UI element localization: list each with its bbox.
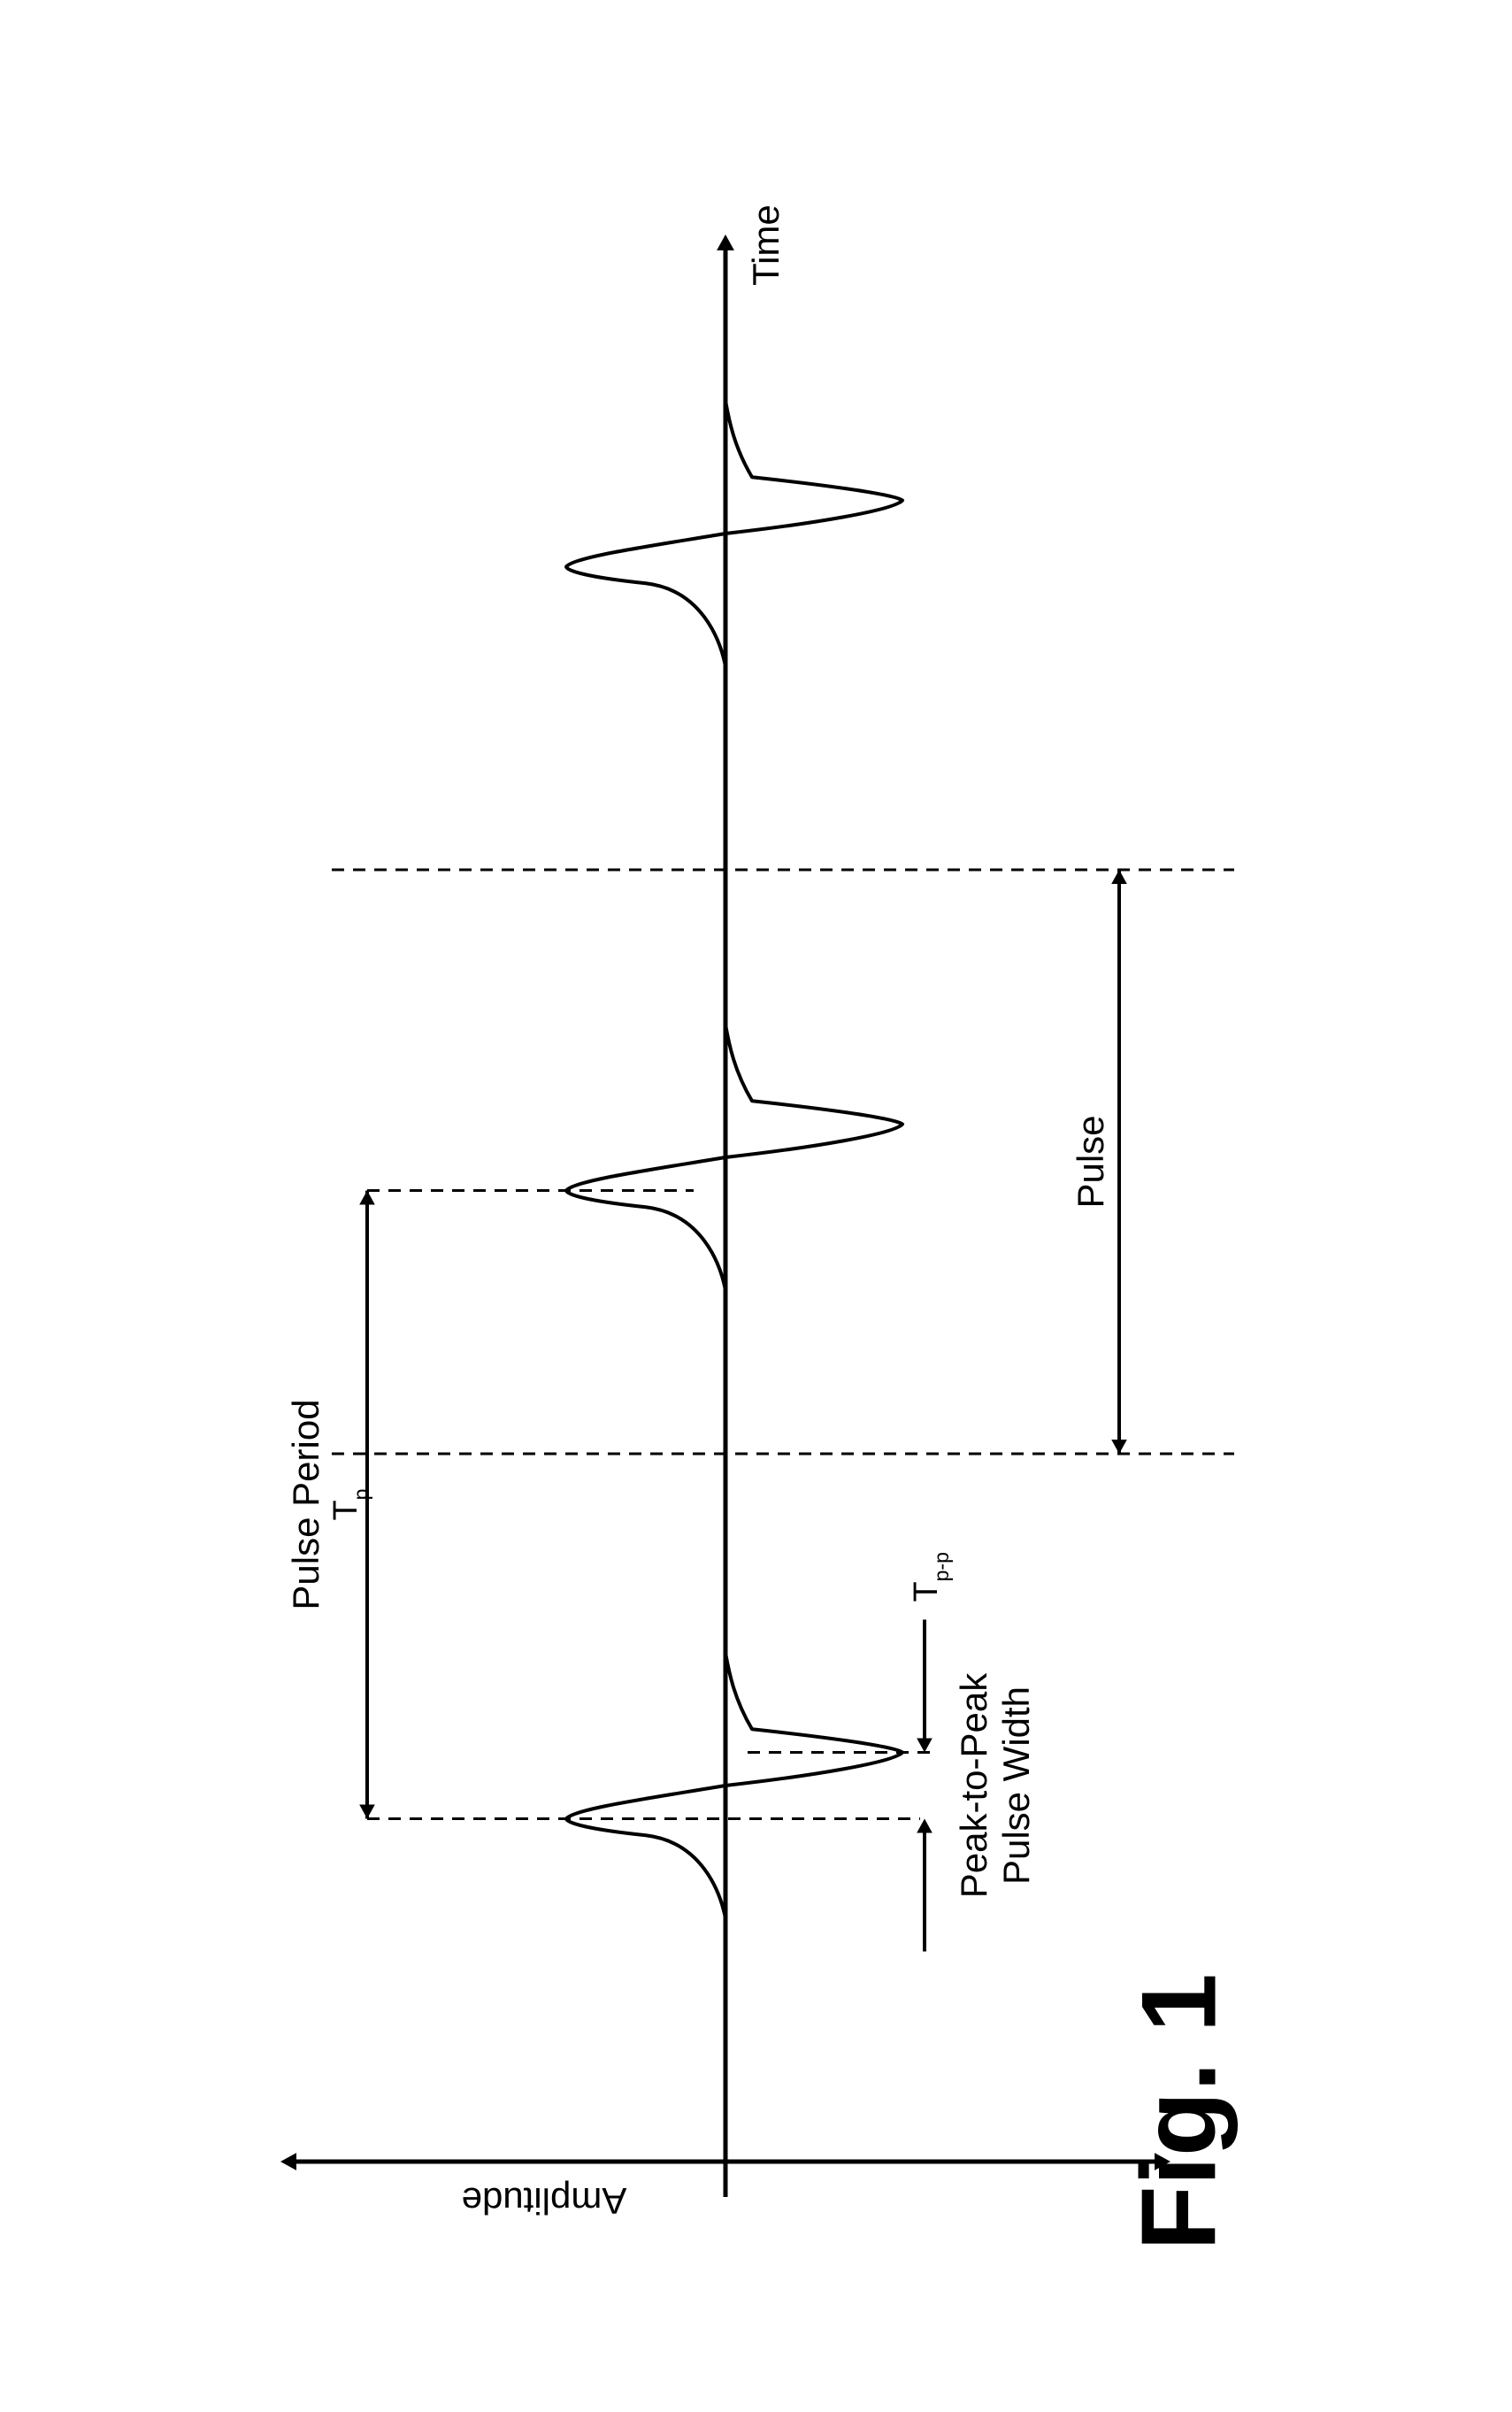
- arrowhead: [359, 1805, 375, 1819]
- figure-label: Fig. 1: [1117, 1973, 1240, 2250]
- arrowhead: [359, 1191, 375, 1205]
- arrowhead: [917, 1819, 933, 1833]
- arrowhead: [1111, 870, 1127, 884]
- pulse-label: Pulse: [1070, 1115, 1111, 1208]
- pulse-diagram: Time Amplitude Pulse PeriodTp Tp-p Peak-to-P…: [226, 144, 1287, 2268]
- y-axis-label: Amplitude: [461, 2180, 626, 2222]
- x-axis-label: Time: [745, 204, 787, 286]
- pulse-width-label-2: Pulse Width: [995, 1686, 1037, 1885]
- arrowhead: [917, 1739, 933, 1753]
- pulse-period-symbol: Tp: [327, 1489, 372, 1521]
- diagram-container: Time Amplitude Pulse PeriodTp Tp-p Peak-to-P…: [226, 144, 1287, 2268]
- pulse-width-label-1: Peak-to-Peak: [953, 1672, 994, 1898]
- waveform: [566, 303, 902, 2162]
- arrowhead: [717, 234, 734, 250]
- arrowhead: [280, 2153, 296, 2170]
- pulse-width-symbol: Tp-p: [908, 1552, 953, 1602]
- pulse-period-label: Pulse Period: [285, 1399, 326, 1609]
- arrowhead: [1111, 1440, 1127, 1454]
